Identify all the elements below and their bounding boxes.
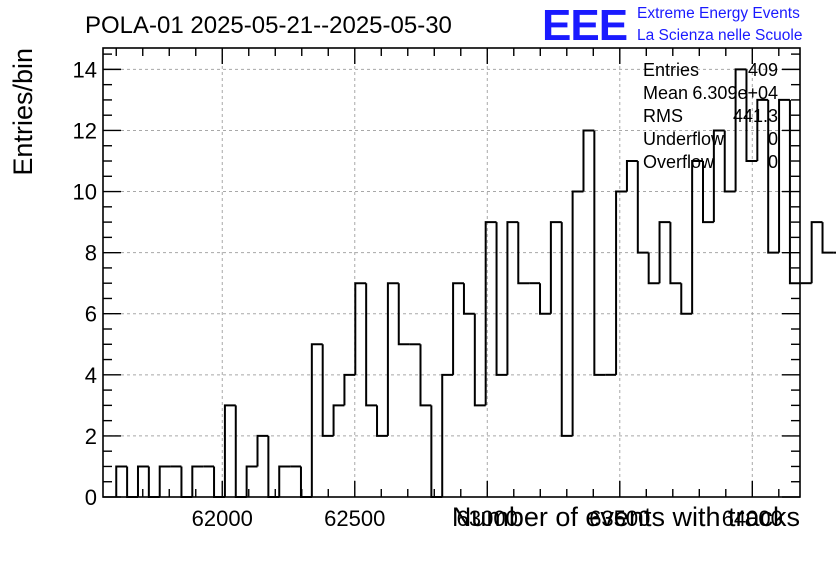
histogram-bin-26 (397, 283, 410, 346)
y-tick-label-8: 8 (85, 241, 97, 266)
histogram-bin-25 (386, 282, 399, 436)
histogram-bin-58 (745, 69, 758, 163)
histogram-bin-51 (669, 222, 682, 285)
histogram-bin-49 (647, 252, 660, 285)
histogram-bin-1 (126, 466, 138, 498)
y-axis-title: Entries/bin (8, 48, 38, 176)
histogram-bin-53 (691, 160, 704, 314)
stats-label-mean: Mean (643, 83, 688, 103)
histogram-bin-37 (517, 222, 530, 285)
histogram-bin-13 (256, 434, 269, 467)
histogram-bin-34 (484, 221, 497, 406)
histogram-bin-35 (495, 222, 508, 376)
histogram-bin-40 (549, 221, 562, 314)
histogram-bin-43 (582, 129, 595, 192)
histogram-bin-23 (365, 283, 378, 407)
histogram-bin-29 (430, 405, 443, 498)
histogram-bin-15 (278, 465, 291, 497)
histogram-bin-64 (810, 221, 823, 284)
chart-title: POLA-01 2025-05-21--2025-05-30 (85, 12, 452, 39)
histogram-bin-59 (756, 98, 769, 162)
histogram-bin-24 (376, 405, 388, 437)
x-tick-label-62500: 62500 (324, 506, 385, 531)
histogram-bin-28 (419, 344, 432, 407)
histogram-bin-55 (712, 129, 725, 223)
histogram-bin-52 (680, 283, 693, 315)
histogram-bin-12 (245, 465, 258, 497)
stats-label-rms: RMS (643, 106, 683, 126)
histogram-bin-39 (539, 283, 551, 315)
histogram-bin-0 (115, 465, 128, 497)
x-tick-label-63500: 63500 (589, 506, 650, 531)
stats-box: Entries 409 Mean 6.309e+04 RMS 441.3 Und… (643, 60, 778, 172)
y-tick-label-6: 6 (85, 302, 97, 327)
histogram-bin-19 (321, 344, 334, 437)
stats-value-overflow: 0 (768, 152, 778, 172)
x-tick-label-64000: 64000 (722, 506, 783, 531)
histogram-bin-7 (191, 465, 204, 497)
y-tick-label-2: 2 (85, 424, 97, 449)
plot-frame (102, 47, 801, 498)
eee-logo-mark: EEE (542, 1, 627, 50)
histogram-series (115, 68, 836, 498)
stats-value-underflow: 0 (768, 129, 778, 149)
histogram-bin-42 (571, 190, 584, 436)
histogram-bin-50 (658, 221, 671, 284)
histogram-bin-31 (452, 282, 464, 375)
brand-line-2: La Scienza nelle Scuole (637, 27, 802, 44)
stats-label-underflow: Underflow (643, 129, 725, 149)
brand-line-1: Extreme Energy Events (637, 5, 800, 22)
y-tick-label-14: 14 (73, 57, 97, 82)
histogram-bin-33 (473, 313, 486, 407)
stats-label-overflow: Overflow (643, 152, 715, 172)
axis-ticks (103, 48, 800, 498)
y-tick-label-0: 0 (85, 485, 97, 510)
histogram-bin-32 (462, 283, 475, 315)
histogram-bin-20 (332, 404, 345, 436)
histogram-bin-61 (778, 98, 790, 253)
histogram-bin-6 (180, 466, 193, 498)
histogram-bin-9 (213, 466, 225, 498)
y-tick-label-12: 12 (73, 118, 97, 143)
stats-label-entries: Entries (643, 60, 699, 80)
y-tick-label-4: 4 (85, 363, 97, 388)
x-tick-label-62000: 62000 (192, 506, 253, 531)
histogram-bin-65 (821, 222, 834, 254)
histogram-bin-48 (636, 161, 649, 254)
stats-value-entries: 409 (748, 60, 778, 80)
histogram-bin-44 (593, 130, 606, 376)
stats-value-mean: 6.309e+04 (692, 83, 778, 103)
histogram-bin-10 (223, 404, 236, 497)
histogram-bin-57 (734, 68, 747, 192)
histogram-bin-3 (147, 466, 160, 498)
histogram-bin-46 (615, 190, 627, 375)
histogram-bin-60 (767, 99, 780, 254)
histogram-bin-11 (234, 405, 247, 498)
histogram-bin-18 (310, 343, 323, 497)
histogram-bin-22 (354, 282, 367, 375)
histogram-bin-14 (267, 435, 280, 498)
histogram-bin-36 (506, 221, 519, 375)
eee-logo: EEE Extreme Energy Events La Scienza nel… (542, 1, 802, 50)
histogram-bin-56 (723, 130, 736, 193)
histogram-bin-41 (560, 222, 573, 437)
histogram-bin-47 (625, 160, 638, 192)
grid-lines (103, 48, 800, 497)
histogram-bin-30 (441, 373, 454, 497)
x-axis-title: Number of events with tracks (452, 502, 800, 532)
histogram-bin-21 (343, 373, 356, 406)
histogram-bin-4 (158, 465, 171, 497)
histogram-bin-2 (136, 465, 149, 497)
y-tick-label-10: 10 (73, 180, 97, 205)
stats-value-rms: 441.3 (733, 106, 778, 126)
histogram-bin-54 (702, 161, 714, 224)
histogram-bin-17 (299, 466, 312, 498)
x-tick-label-63000: 63000 (457, 506, 518, 531)
tick-labels: 62000 62500 63000 63500 64000 0 2 4 6 8 10 12 14 (73, 57, 783, 531)
